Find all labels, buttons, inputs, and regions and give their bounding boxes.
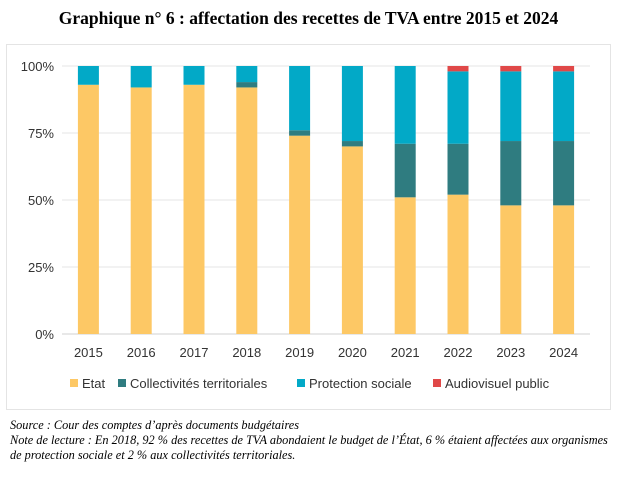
bar-segment [341,146,363,334]
bar-segment [447,66,469,72]
bar-segment [500,66,522,72]
bar-segment [289,135,311,334]
x-tick-label: 2020 [338,345,367,360]
legend-swatch [297,379,305,387]
chart-title: Graphique n° 6 : affectation des recette… [58,8,559,28]
chart-frame [6,44,611,410]
bar-segment [236,66,258,83]
x-tick-label: 2019 [285,345,314,360]
bar-segment [500,71,522,142]
x-tick-label: 2023 [496,345,525,360]
bar-segment [183,66,205,85]
legend-label: Protection sociale [309,376,412,391]
bar-segment [500,205,522,334]
bar-segment [341,66,363,142]
bar-segment [130,66,152,88]
x-tick-label: 2017 [180,345,209,360]
source-text: Source : Cour des comptes d’après docume… [10,418,300,432]
x-tick-label: 2018 [232,345,261,360]
bar-segment [289,66,311,131]
legend-label: Collectivités territoriales [130,376,268,391]
x-tick-label: 2022 [444,345,473,360]
bar-segment [447,71,469,144]
y-tick-label: 50% [28,193,54,208]
notes: Source : Cour des comptes d’après docume… [10,418,610,463]
bar-segment [289,130,311,136]
x-tick-label: 2024 [549,345,578,360]
bar-segment [500,141,522,206]
x-tick-label: 2021 [391,345,420,360]
legend-label: Audiovisuel public [445,376,550,391]
bar-segment [236,87,258,334]
bar-segment [183,84,205,334]
bar-segment [447,194,469,334]
bar-segment [341,141,363,147]
bar-segment [553,71,575,142]
legend-swatch [118,379,126,387]
bar-segment [553,205,575,334]
y-tick-label: 100% [21,59,55,74]
x-tick-label: 2015 [74,345,103,360]
bar-segment [553,66,575,72]
legend-label: Etat [82,376,106,391]
bar-segment [236,82,258,88]
y-tick-label: 0% [35,327,54,342]
bar-segment [77,66,99,85]
bar-segment [394,66,416,144]
bar-segment [394,197,416,334]
bar-segment [394,143,416,198]
bar-segment [447,143,469,195]
y-tick-label: 25% [28,260,54,275]
bar-segment [77,84,99,334]
legend-swatch [70,379,78,387]
bar-segment [553,141,575,206]
bar-segment [130,87,152,334]
legend-swatch [433,379,441,387]
x-tick-label: 2016 [127,345,156,360]
reading-note: Note de lecture : En 2018, 92 % des rece… [10,433,608,462]
y-tick-label: 75% [28,126,54,141]
